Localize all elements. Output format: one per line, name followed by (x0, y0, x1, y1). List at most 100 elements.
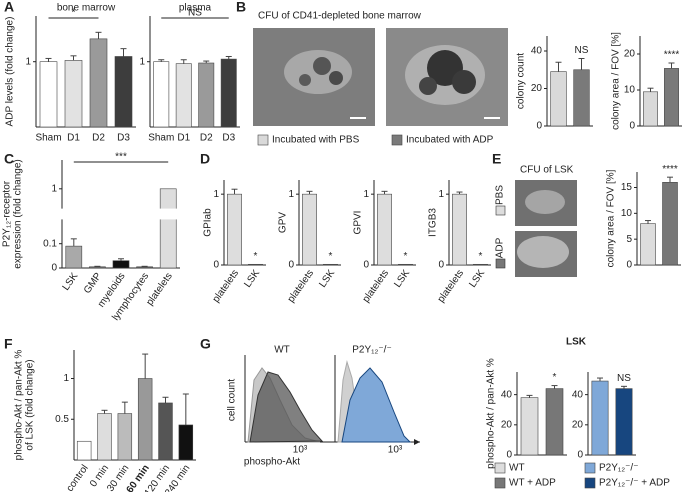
chart-title: plasma (179, 3, 212, 14)
colony (313, 57, 331, 75)
histogram-title: WT (274, 345, 290, 356)
histogram-y-label: cell count (227, 379, 238, 421)
axis-break-gap (159, 208, 178, 220)
panel-label: B (236, 0, 246, 15)
x-tick-label: platelets (436, 268, 466, 305)
y-tick-label: 0 (536, 121, 542, 132)
y-tick-label: 0 (363, 260, 369, 271)
bar (112, 260, 130, 269)
x-tick-label: D2 (92, 133, 105, 144)
x-tick-label: LSK (61, 271, 81, 293)
bar (198, 62, 215, 128)
bar (520, 397, 539, 456)
bar (89, 266, 106, 269)
panel-b-images (253, 28, 508, 126)
x-tick-label: D1 (67, 133, 80, 144)
significance-label: NS (575, 45, 589, 56)
y-axis-label: GPV (278, 212, 289, 233)
y-axis-label: colony count (516, 53, 527, 109)
y-tick-label: 20 (531, 83, 543, 94)
bar (545, 388, 564, 456)
x-tick-label: platelets (286, 268, 316, 305)
bar (452, 193, 467, 266)
colony (329, 71, 343, 85)
y-tick-label: 1 (139, 56, 145, 67)
legend-swatch (584, 462, 596, 474)
legend-swatch (494, 477, 506, 489)
y-tick-label: 10 (624, 85, 636, 96)
bar (591, 380, 609, 456)
y-axis-label: of LSK (fold change) (25, 359, 36, 450)
bar (377, 193, 392, 266)
bar (158, 402, 173, 461)
y-axis-label: colony area / FOV [%] (611, 32, 622, 130)
x-tick-label: Sham (148, 133, 174, 144)
y-tick-label: 0.1 (43, 238, 57, 249)
panel-label: C (4, 151, 14, 167)
colony (452, 70, 476, 94)
panel-e-images (495, 180, 577, 277)
x-tick-label: LSK (242, 268, 262, 290)
y-tick-label: 1 (51, 183, 57, 194)
image-title: CFU of CD41-depleted bone marrow (258, 11, 422, 22)
bar (248, 263, 263, 266)
y-tick-label: 0 (626, 260, 632, 271)
significance-label: **** (662, 164, 678, 175)
x-tick-label: D3 (117, 133, 130, 144)
legend-swatch (391, 134, 403, 146)
legend-swatch (584, 477, 596, 489)
bar (398, 263, 413, 266)
panel-title: LSK (566, 337, 587, 348)
y-tick-label: 1 (25, 56, 31, 67)
y-tick-label: 40 (572, 389, 584, 400)
significance-label: NS (188, 8, 202, 19)
bar (64, 60, 83, 128)
y-tick-label: 0 (213, 260, 219, 271)
y-tick-label: 0.5 (55, 414, 69, 425)
panel-label: E (492, 151, 501, 167)
bar (114, 56, 133, 128)
bar (664, 68, 679, 127)
y-axis-label: ADP levels (fold change) (5, 17, 16, 127)
y-tick-label: 1 (213, 189, 219, 200)
colony (525, 190, 565, 214)
histogram-x-label: phospho-Akt (244, 457, 300, 468)
x-tick-label: GMP (82, 271, 104, 296)
x-tick-label: control (65, 463, 91, 492)
x-tick-label: Sham (35, 133, 61, 144)
significance-label: * (72, 8, 76, 19)
x-tick-label: D2 (200, 133, 213, 144)
y-tick-label: 0 (629, 121, 635, 132)
image-label: ADP (495, 237, 506, 258)
legend-label: P2Y₁₂⁻/⁻ + ADP (599, 478, 670, 489)
y-tick-label: 0 (51, 263, 57, 274)
bar (550, 71, 567, 127)
bar (220, 58, 237, 128)
bar (76, 440, 92, 461)
bar (227, 193, 242, 266)
y-axis-label: GPVI (353, 211, 364, 235)
significance-label: NS (617, 373, 631, 384)
significance-label: **** (664, 50, 680, 61)
legend-swatch (494, 462, 506, 474)
x-tick-label: D3 (222, 133, 235, 144)
legend-label: Incubated with ADP (406, 135, 494, 146)
bar (175, 63, 192, 128)
y-tick-label: 1 (63, 373, 69, 384)
legend-swatch (495, 205, 506, 216)
image-title: CFU of LSK (520, 165, 574, 176)
x-tick-label: D1 (177, 133, 190, 144)
legend-swatch (257, 134, 269, 146)
bar (89, 38, 108, 128)
legend-label: WT (509, 463, 525, 474)
significance-label: * (553, 372, 557, 383)
colony (419, 77, 437, 95)
colony (517, 236, 569, 268)
y-axis-label: P2Y₁₂-receptor (2, 180, 13, 247)
bar (136, 266, 153, 269)
y-axis-label: phospho-Akt / pan-Akt % (14, 350, 25, 461)
bar (662, 182, 678, 266)
bar (159, 188, 177, 269)
y-tick-label: 10 (621, 208, 633, 219)
y-tick-label: 0 (506, 450, 512, 461)
